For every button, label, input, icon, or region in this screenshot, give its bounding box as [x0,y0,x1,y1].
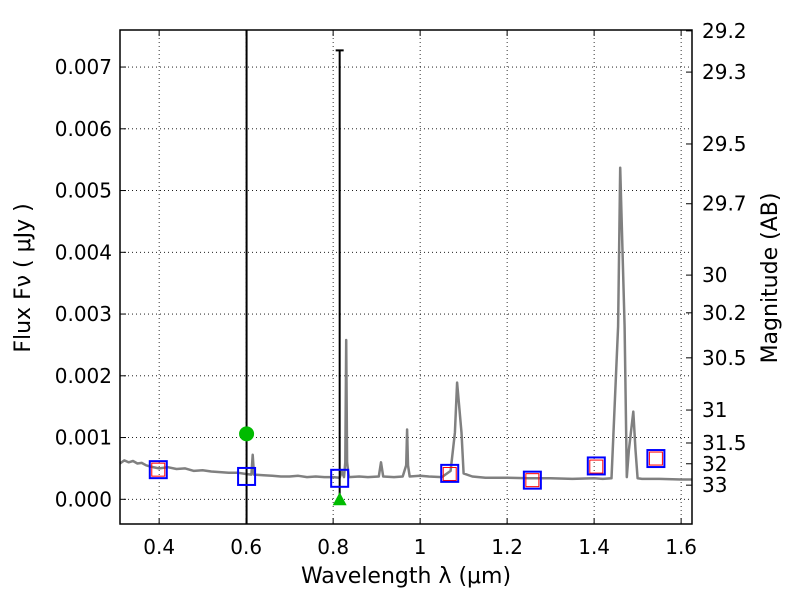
y2-tick-label: 31.5 [702,431,747,455]
y-tick-label: 0.005 [55,179,112,203]
x-tick-label: 0.4 [143,535,175,559]
model-flux-marker [648,451,663,466]
y-tick-label: 0.003 [55,302,112,326]
grid-lines [120,30,692,524]
photometry-marker [237,466,257,486]
y2-tick-label: 29.5 [702,132,747,156]
green-circle-marker [239,426,255,442]
x-tick-label: 1.2 [491,535,523,559]
y2-axis-label: Magnitude (AB) [758,193,783,364]
y2-tick-label: 30 [702,263,727,287]
x-tick-label: 0.8 [317,535,349,559]
markers-layer [148,30,666,524]
x-tick-label: 1.6 [665,535,697,559]
photometry-marker [522,470,542,490]
y2-tick-label: 30.2 [702,301,747,325]
y2-tick-label: 33 [702,473,727,497]
spectrum-line [119,166,692,481]
spectrum-layer [119,166,692,481]
y-tick-label: 0.006 [55,117,112,141]
y-tick-label: 0.001 [55,426,112,450]
y-axis-label: Flux Fν ( μJy ) [11,203,36,352]
x-axis-label: Wavelength λ (μm) [301,564,511,589]
model-flux-marker [151,462,166,477]
y2-tick-label: 29.3 [702,60,747,84]
photometry-marker [330,468,350,488]
y-tick-label: 0.007 [55,55,112,79]
y2-tick-label: 31 [702,398,727,422]
photometry-marker [646,449,666,469]
photometry-marker [148,460,168,480]
x-tick-label: 1.4 [578,535,610,559]
photometry-marker [440,463,460,483]
x-tick-label: 1 [414,535,427,559]
y2-tick-label: 32 [702,452,727,476]
photometry-marker [586,456,606,476]
y-tick-label: 0.002 [55,364,112,388]
y-tick-label: 0.000 [55,487,112,511]
plot-frame [119,29,693,525]
y2-tick-label: 29.2 [702,19,747,43]
y2-tick-label: 29.7 [702,192,747,216]
x-tick-label: 0.6 [230,535,262,559]
model-flux-marker [525,473,540,488]
y2-tick-label: 30.5 [702,346,747,370]
y-tick-label: 0.004 [55,240,112,264]
model-flux-marker [442,466,457,481]
green-triangle-marker [332,492,347,506]
model-flux-marker [589,459,604,474]
ticks-layer: 0.4 0.6 0.8 1 1.2 1.4 1.6 0.000 0.001 0.002 0.003 0… [55,19,747,559]
